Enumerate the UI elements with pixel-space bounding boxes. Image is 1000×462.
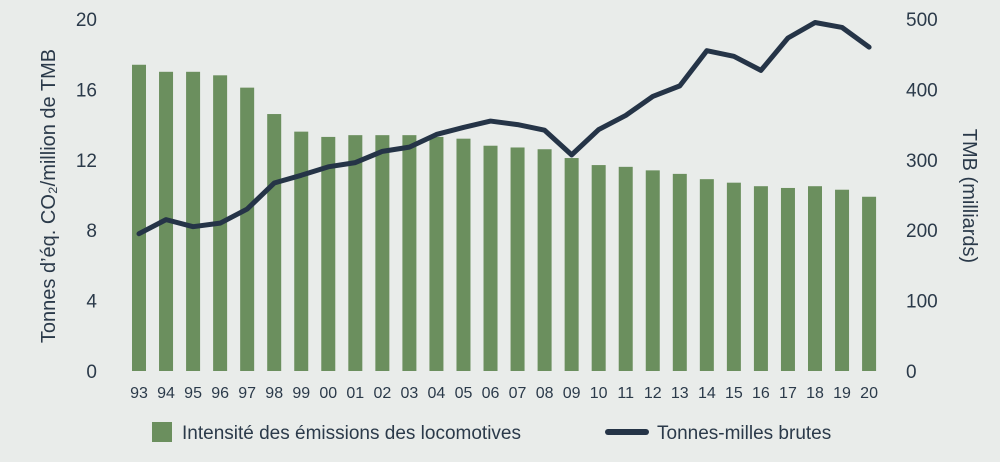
bar-13 — [672, 173, 687, 371]
x-tick-20: 20 — [860, 385, 878, 402]
bar-99 — [294, 131, 309, 371]
bar-17 — [780, 187, 795, 371]
bar-15 — [726, 182, 741, 371]
x-axis-ticks: 93 94 95 96 97 98 99 00 01 02 03 04 05 06 07 08 09 10 11 12… — [130, 385, 878, 402]
bar-05 — [456, 138, 471, 371]
bar-14 — [699, 179, 714, 371]
x-tick-11: 11 — [617, 385, 634, 402]
legend-line-label: Tonnes-milles brutes — [657, 423, 831, 444]
x-tick-00: 00 — [319, 385, 337, 402]
x-tick-19: 19 — [833, 385, 851, 402]
right-axis-ticks: 0 100 200 300 400 500 — [906, 10, 938, 383]
left-tick-16: 16 — [76, 80, 97, 101]
bar-98 — [267, 114, 282, 371]
right-tick-200: 200 — [906, 221, 938, 242]
x-tick-07: 07 — [509, 385, 527, 402]
bar-12 — [645, 170, 660, 371]
x-tick-06: 06 — [482, 385, 500, 402]
right-tick-400: 400 — [906, 80, 938, 101]
right-tick-100: 100 — [906, 292, 938, 313]
x-tick-95: 95 — [184, 385, 202, 402]
bar-08 — [537, 149, 552, 371]
bar-03 — [402, 135, 417, 371]
left-tick-4: 4 — [86, 292, 97, 313]
bar-07 — [510, 147, 525, 371]
bar-02 — [375, 135, 390, 371]
bar-09 — [564, 158, 579, 371]
x-tick-04: 04 — [428, 385, 446, 402]
bar-18 — [808, 186, 822, 371]
x-tick-05: 05 — [455, 385, 473, 402]
left-tick-20: 20 — [76, 10, 97, 31]
legend: Intensité des émissions des locomotives … — [152, 422, 831, 444]
bar-04 — [429, 136, 444, 371]
x-tick-18: 18 — [806, 385, 824, 402]
line-series — [136, 20, 872, 237]
bar-00 — [321, 136, 336, 371]
bar-10 — [591, 165, 606, 371]
right-tick-0: 0 — [906, 362, 917, 383]
x-tick-02: 02 — [373, 385, 391, 402]
right-tick-500: 500 — [906, 10, 938, 31]
line-tonnes-milles-brutes — [136, 20, 872, 237]
bar-95 — [186, 71, 201, 372]
bar-16 — [753, 186, 768, 371]
left-axis-title: Tonnes d’éq. CO₂/million de TMB — [38, 49, 60, 343]
bar-93 — [132, 64, 146, 371]
x-tick-12: 12 — [644, 385, 662, 402]
x-tick-17: 17 — [779, 385, 797, 402]
x-tick-03: 03 — [401, 385, 419, 402]
left-tick-12: 12 — [76, 151, 97, 172]
bar-97 — [240, 87, 255, 371]
x-tick-15: 15 — [725, 385, 743, 402]
x-tick-96: 96 — [211, 385, 229, 402]
x-tick-99: 99 — [292, 385, 310, 402]
left-tick-0: 0 — [86, 362, 97, 383]
x-tick-94: 94 — [157, 385, 175, 402]
right-axis-title: TMB (milliards) — [958, 129, 980, 263]
x-tick-98: 98 — [265, 385, 283, 402]
x-tick-14: 14 — [698, 385, 716, 402]
right-tick-300: 300 — [906, 151, 938, 172]
x-tick-93: 93 — [130, 385, 148, 402]
legend-bar-swatch — [152, 422, 172, 442]
left-axis-ticks: 0 4 8 12 16 20 — [76, 10, 98, 383]
bar-01 — [348, 135, 363, 371]
x-tick-16: 16 — [752, 385, 770, 402]
left-tick-8: 8 — [86, 221, 97, 242]
x-tick-08: 08 — [536, 385, 554, 402]
bar-11 — [618, 166, 633, 371]
x-tick-01: 01 — [346, 385, 364, 402]
x-tick-10: 10 — [590, 385, 608, 402]
x-tick-09: 09 — [563, 385, 581, 402]
bar-19 — [835, 189, 850, 371]
x-tick-13: 13 — [671, 385, 689, 402]
bar-06 — [483, 145, 498, 371]
bar-20 — [862, 196, 877, 371]
bar-series — [132, 64, 877, 372]
x-tick-97: 97 — [238, 385, 256, 402]
legend-bar-label: Intensité des émissions des locomotives — [182, 423, 521, 444]
